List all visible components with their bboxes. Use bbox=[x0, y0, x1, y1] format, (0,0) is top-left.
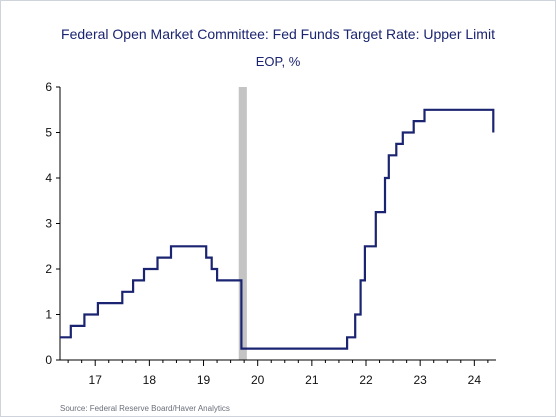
y-tick-label: 6 bbox=[45, 80, 52, 94]
x-tick-label: 18 bbox=[143, 373, 157, 387]
chart-subtitle: EOP, % bbox=[255, 54, 301, 69]
y-tick-label: 3 bbox=[45, 217, 52, 231]
y-tick-label: 1 bbox=[45, 308, 52, 322]
y-tick-label: 0 bbox=[45, 353, 52, 367]
recession-band bbox=[238, 87, 247, 360]
x-tick-label: 22 bbox=[359, 373, 373, 387]
y-tick-label: 5 bbox=[45, 126, 52, 140]
x-tick-label: 21 bbox=[305, 373, 319, 387]
y-tick-label: 4 bbox=[45, 171, 52, 185]
x-tick-label: 24 bbox=[468, 373, 482, 387]
x-tick-label: 17 bbox=[89, 373, 103, 387]
x-tick-label: 19 bbox=[197, 373, 211, 387]
x-tick-label: 20 bbox=[251, 373, 265, 387]
chart-title: Federal Open Market Committee: Fed Funds… bbox=[61, 26, 495, 42]
x-tick-label: 23 bbox=[413, 373, 427, 387]
y-tick-label: 2 bbox=[45, 262, 52, 276]
source-note: Source: Federal Reserve Board/Haver Anal… bbox=[60, 404, 230, 413]
series-line bbox=[60, 108, 495, 350]
